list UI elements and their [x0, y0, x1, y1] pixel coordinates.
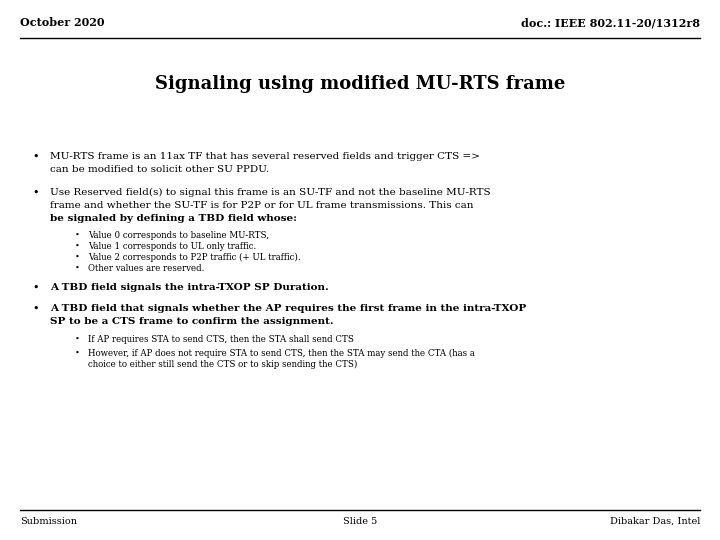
Text: MU-RTS frame is an 11ax TF that has several reserved fields and trigger CTS =>: MU-RTS frame is an 11ax TF that has seve…	[50, 152, 480, 161]
Text: •: •	[32, 188, 38, 198]
Text: Value 1 corresponds to UL only traffic.: Value 1 corresponds to UL only traffic.	[88, 242, 256, 251]
Text: A TBD field signals the intra-TXOP SP Duration.: A TBD field signals the intra-TXOP SP Du…	[50, 283, 329, 292]
Text: •: •	[32, 304, 38, 314]
Text: •: •	[75, 242, 80, 250]
Text: •: •	[32, 152, 38, 162]
Text: October 2020: October 2020	[20, 17, 104, 28]
Text: A TBD field that signals whether the AP requires the first frame in the intra-TX: A TBD field that signals whether the AP …	[50, 304, 526, 313]
Text: Value 0 corresponds to baseline MU-RTS,: Value 0 corresponds to baseline MU-RTS,	[88, 231, 269, 240]
Text: Signaling using modified MU-RTS frame: Signaling using modified MU-RTS frame	[155, 75, 565, 93]
Text: •: •	[75, 335, 80, 343]
Text: If AP requires STA to send CTS, then the STA shall send CTS: If AP requires STA to send CTS, then the…	[88, 335, 354, 344]
Text: Submission: Submission	[20, 517, 77, 526]
Text: choice to either still send the CTS or to skip sending the CTS): choice to either still send the CTS or t…	[88, 360, 357, 369]
Text: •: •	[32, 283, 38, 293]
Text: •: •	[75, 253, 80, 261]
Text: be signaled by defining a TBD field whose:: be signaled by defining a TBD field whos…	[50, 214, 297, 223]
Text: •: •	[75, 231, 80, 239]
Text: •: •	[75, 349, 80, 357]
Text: However, if AP does not require STA to send CTS, then the STA may send the CTA (: However, if AP does not require STA to s…	[88, 349, 475, 358]
Text: Dibakar Das, Intel: Dibakar Das, Intel	[610, 517, 700, 526]
Text: SP to be a CTS frame to confirm the assignment.: SP to be a CTS frame to confirm the assi…	[50, 317, 333, 326]
Text: can be modified to solicit other SU PPDU.: can be modified to solicit other SU PPDU…	[50, 165, 269, 174]
Text: frame and whether the SU-TF is for P2P or for UL frame transmissions. This can: frame and whether the SU-TF is for P2P o…	[50, 201, 474, 210]
Text: Use Reserved field(s) to signal this frame is an SU-TF and not the baseline MU-R: Use Reserved field(s) to signal this fra…	[50, 188, 490, 197]
Text: Other values are reserved.: Other values are reserved.	[88, 264, 204, 273]
Text: Value 2 corresponds to P2P traffic (+ UL traffic).: Value 2 corresponds to P2P traffic (+ UL…	[88, 253, 301, 262]
Text: •: •	[75, 264, 80, 272]
Text: doc.: IEEE 802.11-20/1312r8: doc.: IEEE 802.11-20/1312r8	[521, 17, 700, 28]
Text: Slide 5: Slide 5	[343, 517, 377, 526]
